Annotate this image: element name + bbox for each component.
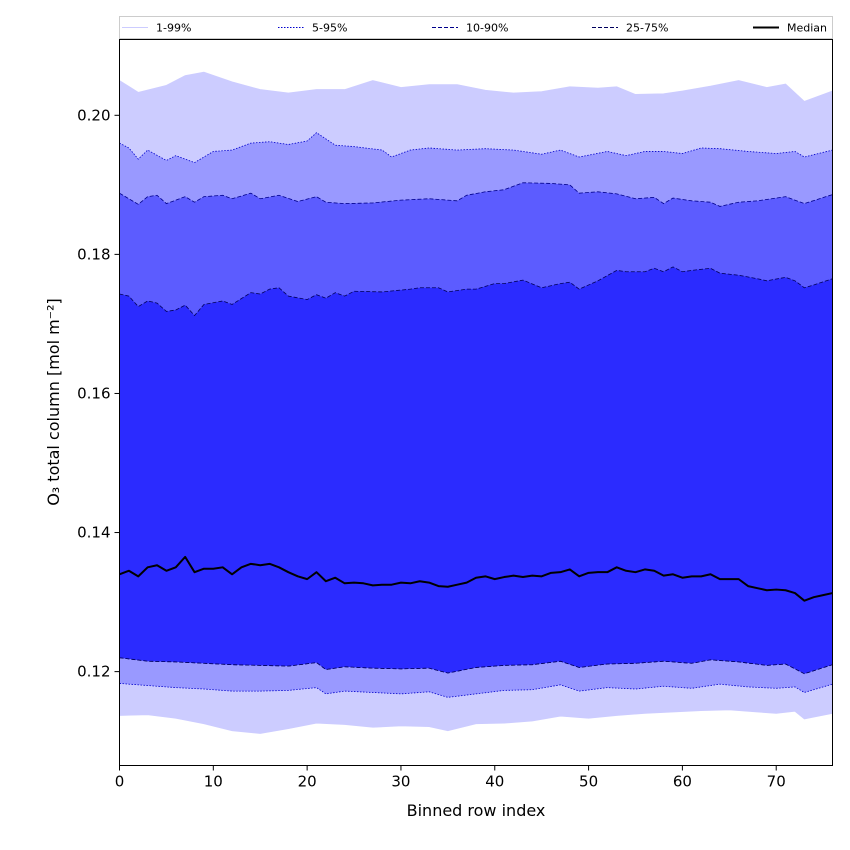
band-area-25-75 xyxy=(119,266,833,674)
band-upper-line-1-99 xyxy=(119,71,833,102)
band-upper-line-25-75 xyxy=(119,266,833,317)
x-tick-label: 30 xyxy=(391,773,410,791)
y-tick-label: 0.18 xyxy=(77,245,110,263)
legend-label: 25-75% xyxy=(626,22,668,35)
x-tick-label: 40 xyxy=(485,773,504,791)
band-upper-line-5-95 xyxy=(119,132,833,164)
legend-label: Median xyxy=(787,22,827,35)
median-layer xyxy=(119,555,833,602)
x-tick-label: 10 xyxy=(204,773,223,791)
legend-item-1-99: 1-99% xyxy=(122,22,191,35)
legend-label: 5-95% xyxy=(312,22,347,35)
y-tick-label: 0.14 xyxy=(77,524,110,542)
x-tick-label: 0 xyxy=(115,773,125,791)
y-tick-label: 0.16 xyxy=(77,384,110,402)
y-axis: 0.12 0.14 0.16 0.18 0.20 xyxy=(77,106,120,681)
bands-layer xyxy=(119,71,833,734)
y-tick-label: 0.20 xyxy=(77,106,110,124)
legend: 1-99% 5-95% 10-90% 25-75% Median xyxy=(119,16,833,39)
x-tick-label: 70 xyxy=(767,773,786,791)
x-tick-label: 20 xyxy=(298,773,317,791)
x-axis-label: Binned row index xyxy=(407,801,546,820)
x-tick-label: 60 xyxy=(673,773,692,791)
legend-item-5-95: 5-95% xyxy=(278,22,347,35)
legend-items: 1-99% 5-95% 10-90% 25-75% Median xyxy=(122,22,827,35)
y-axis-label: O₃ total column [mol m⁻²] xyxy=(44,298,63,506)
band-upper-line-10-90 xyxy=(119,182,833,207)
x-axis: 0 10 20 30 40 50 60 70 xyxy=(115,765,786,791)
band-lower-line-5-95 xyxy=(119,683,833,698)
legend-frame xyxy=(119,16,833,39)
y-tick-label: 0.12 xyxy=(77,663,110,681)
plot-frame xyxy=(119,39,833,766)
x-tick-label: 50 xyxy=(579,773,598,791)
band-lower-line-1-99 xyxy=(119,709,833,734)
legend-label: 1-99% xyxy=(156,22,191,35)
legend-item-25-75: 25-75% xyxy=(592,22,668,35)
band-lower-line-25-75 xyxy=(119,657,833,675)
median-line xyxy=(119,555,833,602)
legend-item-median: Median xyxy=(753,22,827,35)
legend-item-10-90: 10-90% xyxy=(432,22,508,35)
legend-label: 10-90% xyxy=(466,22,508,35)
